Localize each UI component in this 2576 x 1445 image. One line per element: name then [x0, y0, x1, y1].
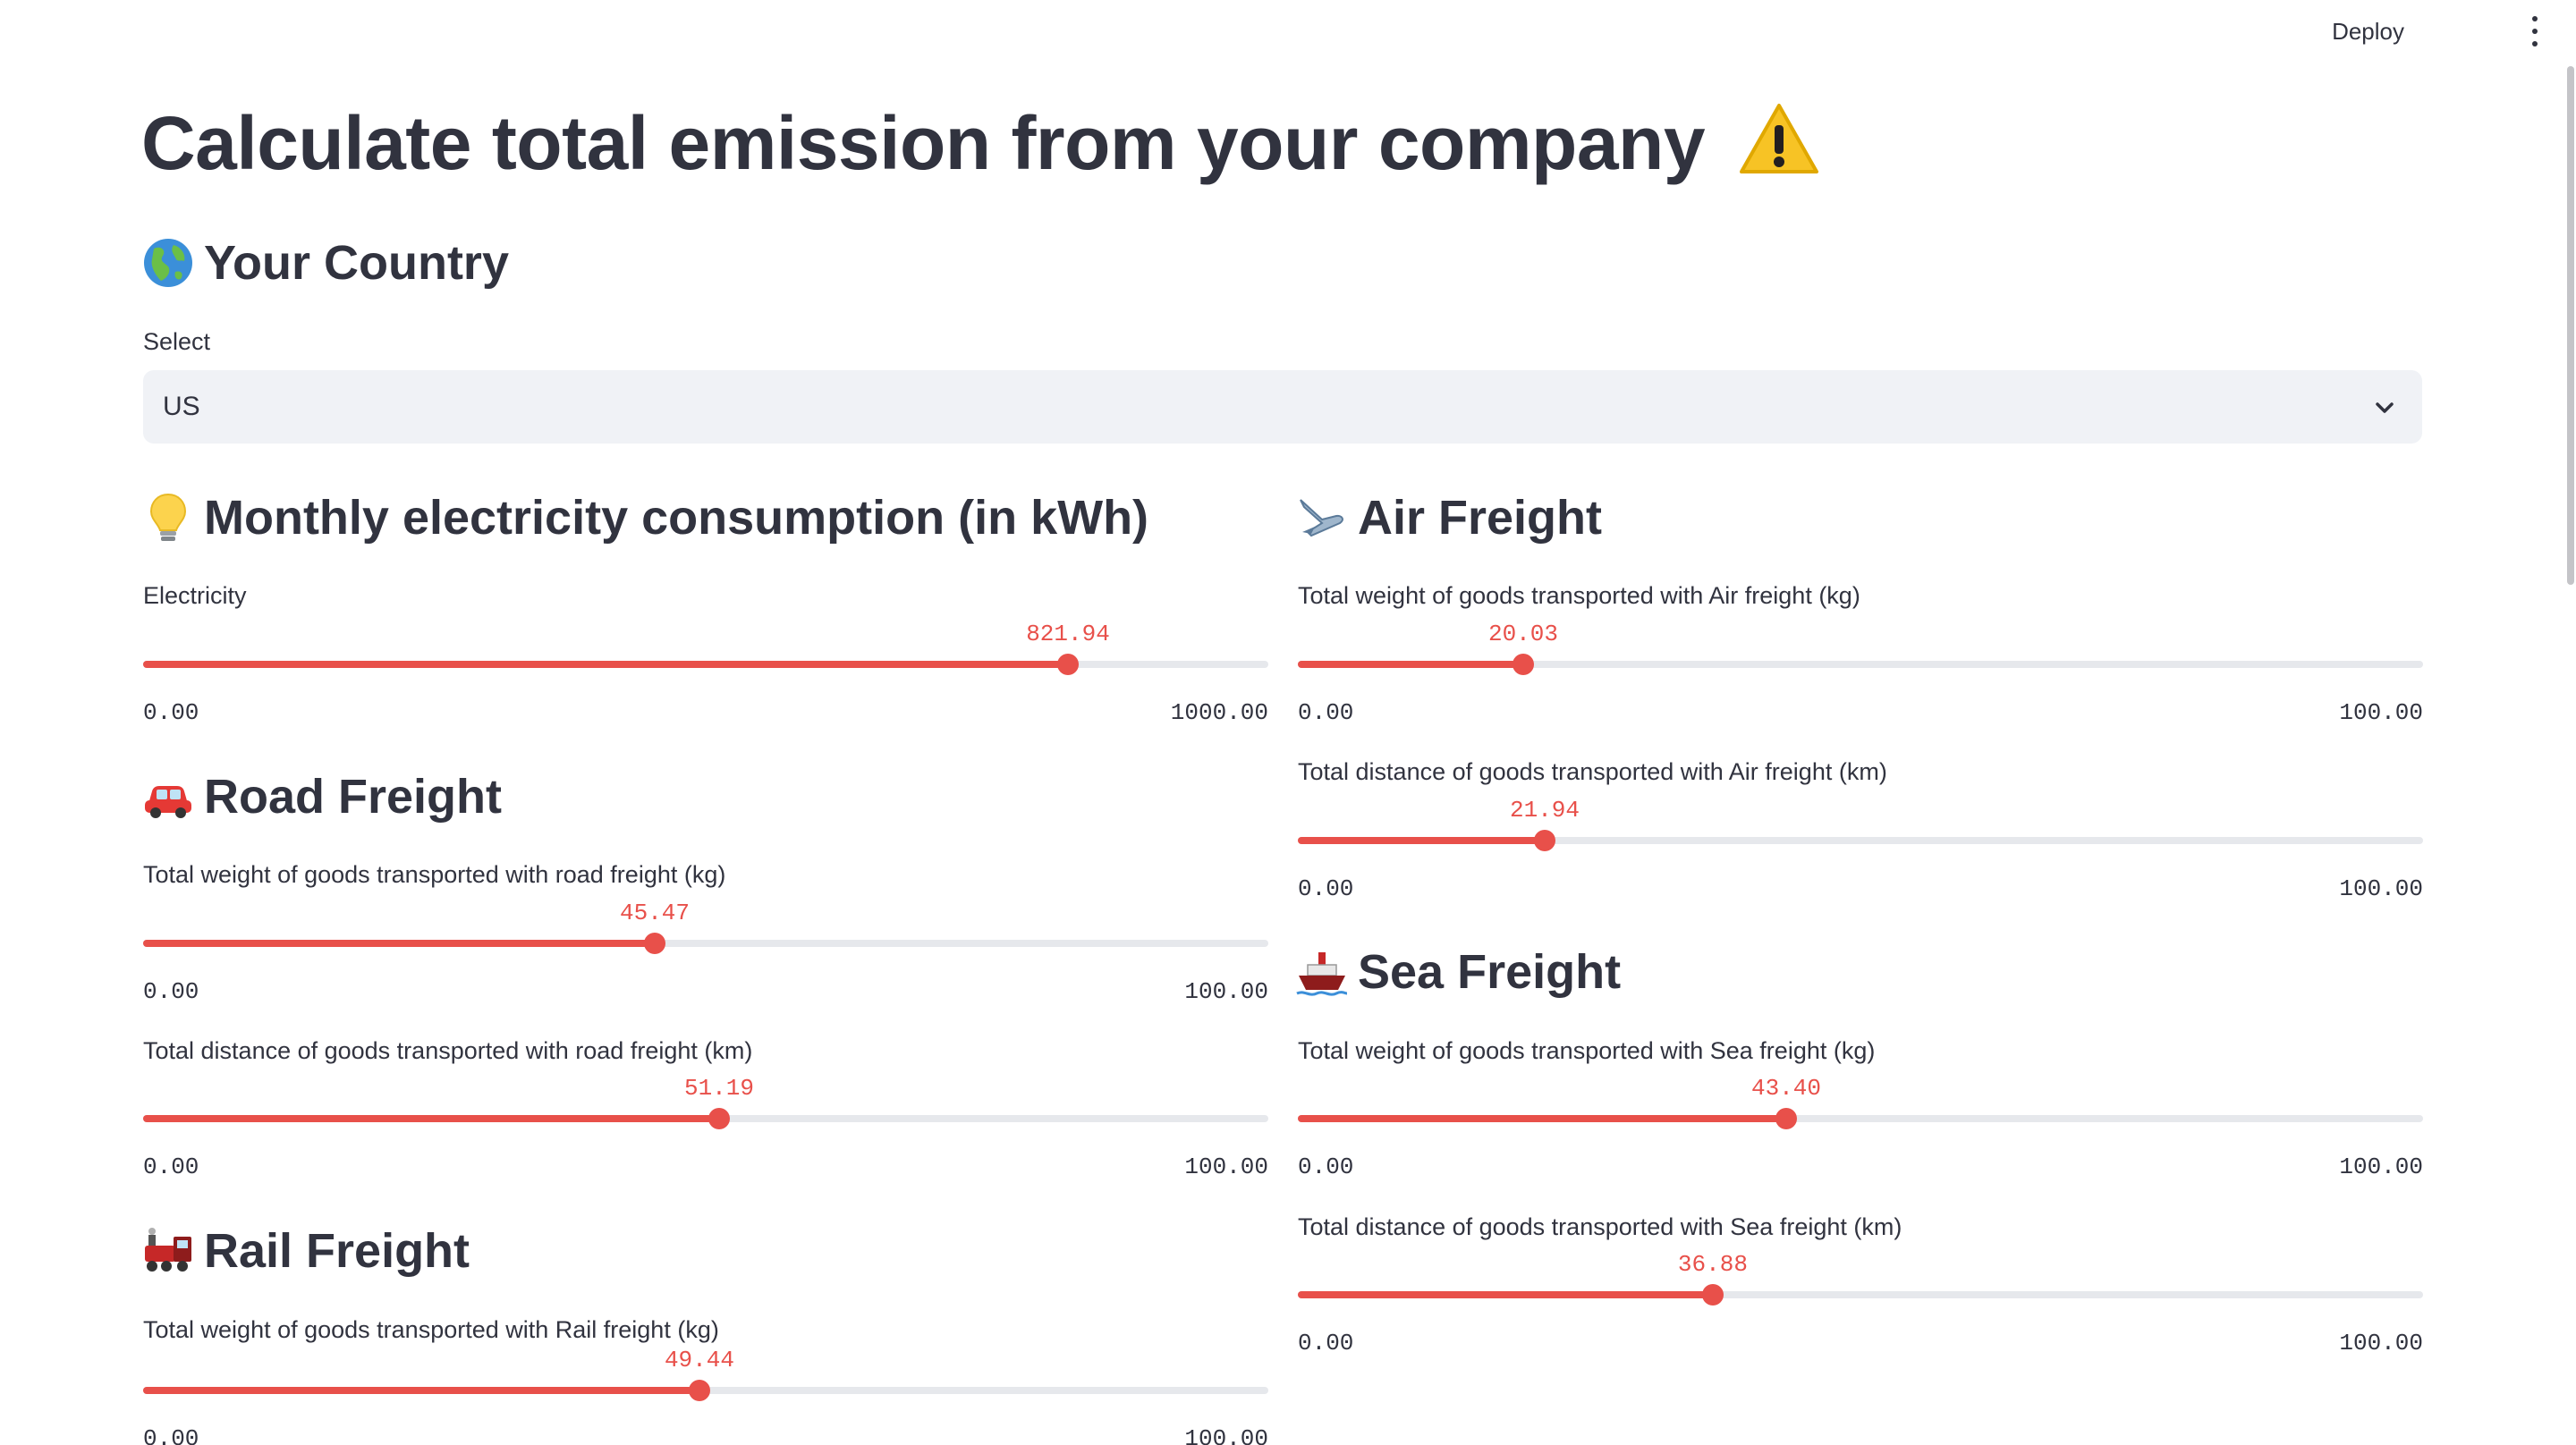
- country-select[interactable]: US: [143, 370, 2422, 444]
- slider-max: 100.00: [1184, 1425, 1268, 1445]
- electricity-slider[interactable]: 821.94 0.00 1000.00: [143, 621, 1268, 726]
- slider-thumb[interactable]: [708, 1108, 730, 1129]
- slider-value: 51.19: [683, 1075, 754, 1102]
- rail-freight-heading-text: Rail Freight: [204, 1224, 470, 1278]
- sea-freight-heading-text: Sea Freight: [1358, 945, 1622, 999]
- slider-thumb[interactable]: [644, 933, 665, 954]
- road-freight-heading-text: Road Freight: [204, 770, 502, 824]
- globe-icon: [141, 236, 195, 290]
- slider-thumb[interactable]: [1775, 1108, 1797, 1129]
- slider-min: 0.00: [143, 978, 199, 1005]
- electricity-heading-text: Monthly electricity consumption (in kWh): [204, 491, 1149, 545]
- main-menu-icon[interactable]: [2526, 16, 2544, 46]
- top-bar: Deploy: [0, 0, 2576, 63]
- sea-freight-heading: Sea Freight: [1295, 941, 1621, 1003]
- slider-thumb[interactable]: [688, 1380, 710, 1401]
- slider-max: 100.00: [1184, 978, 1268, 1005]
- page-title: Calculate total emission from your compa…: [141, 89, 1820, 203]
- electricity-slider-label: Electricity: [143, 582, 247, 609]
- slider-max: 100.00: [2339, 1330, 2423, 1356]
- road-distance-label: Total distance of goods transported with…: [143, 1037, 753, 1064]
- country-select-value: US: [163, 392, 200, 421]
- airplane-icon: [1295, 491, 1349, 545]
- slider-value: 821.94: [1026, 621, 1110, 647]
- sea-weight-slider[interactable]: 43.40 0.00 100.00: [1298, 1075, 2423, 1180]
- road-freight-heading: Road Freight: [141, 765, 502, 828]
- slider-track[interactable]: [143, 940, 1268, 947]
- slider-thumb[interactable]: [1057, 654, 1079, 675]
- page-title-text: Calculate total emission from your compa…: [141, 101, 1706, 185]
- slider-thumb[interactable]: [1512, 654, 1534, 675]
- slider-max: 1000.00: [1170, 699, 1268, 726]
- slider-track[interactable]: [1298, 661, 2423, 668]
- scrollbar-thumb[interactable]: [2567, 66, 2574, 585]
- slider-track[interactable]: [1298, 1115, 2423, 1122]
- car-icon: [141, 770, 195, 824]
- slider-max: 100.00: [2339, 699, 2423, 726]
- air-distance-slider[interactable]: 21.94 0.00 100.00: [1298, 797, 2423, 902]
- air-distance-label: Total distance of goods transported with…: [1298, 758, 1887, 785]
- air-weight-label: Total weight of goods transported with A…: [1298, 582, 1860, 609]
- slider-value: 21.94: [1509, 797, 1580, 824]
- air-freight-heading: Air Freight: [1295, 486, 1602, 549]
- sea-distance-label: Total distance of goods transported with…: [1298, 1213, 1902, 1240]
- country-heading-text: Your Country: [204, 236, 509, 290]
- sea-distance-slider[interactable]: 36.88 0.00 100.00: [1298, 1251, 2423, 1356]
- road-weight-slider[interactable]: 45.47 0.00 100.00: [143, 900, 1268, 1005]
- slider-min: 0.00: [143, 1153, 199, 1180]
- slider-min: 0.00: [1298, 875, 1354, 902]
- slider-max: 100.00: [1184, 1153, 1268, 1180]
- slider-value: 45.47: [619, 900, 691, 926]
- slider-fill: [143, 940, 655, 947]
- slider-fill: [143, 1115, 719, 1122]
- country-select-label: Select: [143, 328, 211, 355]
- slider-fill: [1298, 661, 1523, 668]
- deploy-button[interactable]: Deploy: [2332, 18, 2404, 45]
- sea-weight-label: Total weight of goods transported with S…: [1298, 1037, 1876, 1064]
- light-bulb-icon: [141, 491, 195, 545]
- slider-thumb[interactable]: [1534, 830, 1555, 851]
- slider-track[interactable]: [1298, 837, 2423, 844]
- slider-value: 49.44: [664, 1347, 734, 1373]
- slider-min: 0.00: [1298, 1153, 1354, 1180]
- slider-value: 36.88: [1677, 1251, 1748, 1278]
- electricity-heading: Monthly electricity consumption (in kWh): [141, 486, 1148, 549]
- air-weight-slider[interactable]: 20.03 0.00 100.00: [1298, 621, 2423, 726]
- slider-fill: [1298, 1291, 1713, 1298]
- slider-value: 43.40: [1750, 1075, 1821, 1102]
- air-freight-heading-text: Air Freight: [1358, 491, 1603, 545]
- locomotive-icon: [141, 1224, 195, 1278]
- slider-thumb[interactable]: [1701, 1284, 1724, 1306]
- slider-value: 20.03: [1487, 621, 1558, 647]
- slider-track[interactable]: [1298, 1291, 2423, 1298]
- warning-icon: [1738, 96, 1820, 203]
- slider-fill: [1298, 1115, 1786, 1122]
- country-heading: Your Country: [141, 232, 509, 294]
- rail-weight-slider[interactable]: 49.44 0.00 100.00: [143, 1347, 1268, 1445]
- road-distance-slider[interactable]: 51.19 0.00 100.00: [143, 1075, 1268, 1180]
- slider-min: 0.00: [143, 1425, 199, 1445]
- ship-icon: [1295, 945, 1349, 999]
- slider-fill: [143, 1387, 699, 1394]
- chevron-down-icon: [2372, 395, 2397, 420]
- rail-freight-heading: Rail Freight: [141, 1220, 470, 1282]
- slider-max: 100.00: [2339, 1153, 2423, 1180]
- slider-min: 0.00: [143, 699, 199, 726]
- slider-min: 0.00: [1298, 1330, 1354, 1356]
- slider-min: 0.00: [1298, 699, 1354, 726]
- scrollbar[interactable]: [2563, 63, 2576, 1445]
- rail-weight-label: Total weight of goods transported with R…: [143, 1316, 719, 1343]
- road-weight-label: Total weight of goods transported with r…: [143, 861, 726, 888]
- slider-fill: [1298, 837, 1545, 844]
- slider-fill: [143, 661, 1068, 668]
- slider-max: 100.00: [2339, 875, 2423, 902]
